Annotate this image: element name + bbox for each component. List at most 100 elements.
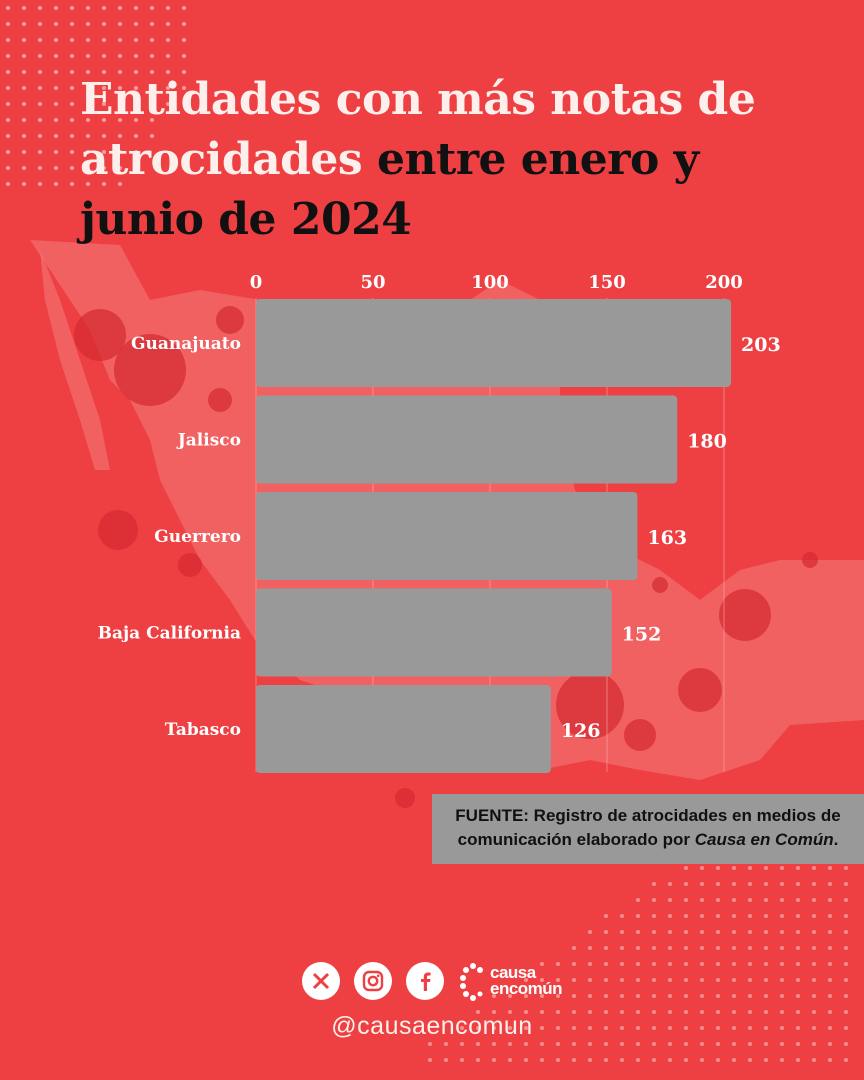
dot [556,1010,560,1014]
dot [700,962,704,966]
dot [604,1042,608,1046]
dot [604,946,608,950]
dot-pattern-bottom-right [428,834,848,1062]
dot [812,946,816,950]
dot [780,914,784,918]
dot [86,22,90,26]
dot [700,994,704,998]
dot [70,6,74,10]
dot [828,914,832,918]
dot [118,22,122,26]
dot [732,1026,736,1030]
causa-en-comun-logo: causa encomún [460,961,563,1001]
dot [540,978,544,982]
dot [588,978,592,982]
dot [604,1058,608,1062]
dot [70,54,74,58]
dot [6,118,10,122]
dot [508,1026,512,1030]
dot [684,946,688,950]
dot [684,1058,688,1062]
dot [828,866,832,870]
dot [716,946,720,950]
dot [748,946,752,950]
data-label: 163 [647,527,687,549]
dot [700,946,704,950]
dot [732,978,736,982]
dot [6,54,10,58]
dot [780,898,784,902]
dot [428,1058,432,1062]
dot [748,866,752,870]
instagram-icon[interactable] [354,962,392,1000]
dot [844,914,848,918]
dot [716,914,720,918]
dot [652,962,656,966]
dot [572,1058,576,1062]
dot [118,102,122,106]
dot [556,978,560,982]
dot [38,102,42,106]
dot [636,1026,640,1030]
dot [812,1058,816,1062]
dot [748,1026,752,1030]
dot [540,1010,544,1014]
dot [22,134,26,138]
dot [604,1026,608,1030]
dot [166,38,170,42]
dot [118,38,122,42]
dot [588,1042,592,1046]
dot [182,6,186,10]
dot [636,994,640,998]
dot [524,1042,528,1046]
dot [796,914,800,918]
dot [828,930,832,934]
dot [150,102,154,106]
dot [684,882,688,886]
dot [668,1042,672,1046]
dot [604,994,608,998]
dot [102,86,106,90]
dot [652,882,656,886]
dot [38,86,42,90]
dot [844,1026,848,1030]
dot [86,86,90,90]
dot [22,86,26,90]
x-tick-label: 150 [588,272,626,293]
dot [732,1042,736,1046]
dot [150,22,154,26]
dot [134,70,138,74]
facebook-icon[interactable] [406,962,444,1000]
bar [256,395,678,484]
dot [70,22,74,26]
dot [828,882,832,886]
dot [54,54,58,58]
dot [460,1042,464,1046]
dot [764,1058,768,1062]
dot [166,22,170,26]
dot [54,86,58,90]
dot [6,38,10,42]
dot [780,882,784,886]
social-handle[interactable]: @causaencomun [331,1012,533,1040]
dot [572,994,576,998]
dot [764,866,768,870]
dot [844,1010,848,1014]
dot [588,994,592,998]
dot [748,898,752,902]
x-icon[interactable] [302,962,340,1000]
dot [684,978,688,982]
dot [22,22,26,26]
dot [102,150,106,154]
dot [86,166,90,170]
dot [716,1042,720,1046]
data-label: 152 [622,624,662,646]
dot [828,946,832,950]
dot [796,930,800,934]
dot [182,86,186,90]
dot [6,6,10,10]
social-links: causa encomún [302,960,563,1002]
dot [588,962,592,966]
dot [102,6,106,10]
dot [732,1058,736,1062]
